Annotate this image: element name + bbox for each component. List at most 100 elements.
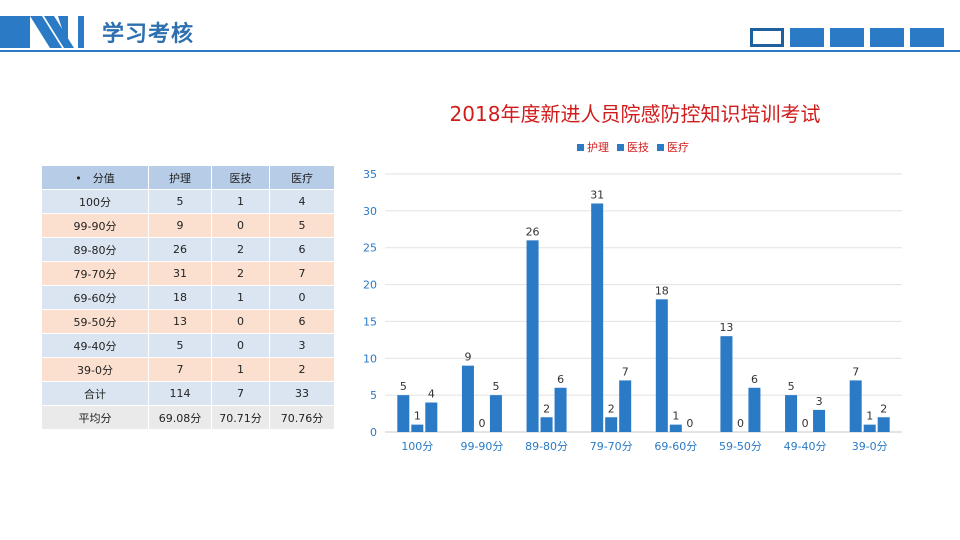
data-label: 5 — [492, 380, 499, 393]
cell-value: 5 — [270, 214, 335, 238]
cell-value: 1 — [212, 286, 270, 310]
data-label: 5 — [788, 380, 795, 393]
header-box — [830, 28, 864, 47]
bar-医技 — [605, 417, 618, 432]
cell-value: 70.76分 — [270, 406, 335, 430]
legend-item: 医疗 — [657, 139, 689, 155]
header-divider — [0, 50, 960, 52]
cell-value: 9 — [149, 214, 212, 238]
bar-医疗 — [619, 380, 632, 432]
data-label: 4 — [428, 388, 435, 401]
y-tick-label: 5 — [370, 389, 377, 402]
data-label: 18 — [655, 284, 669, 297]
table-row-average: 平均分 69.08分 70.71分 70.76分 — [42, 406, 335, 430]
row-label: 99-90分 — [42, 214, 149, 238]
cell-value: 31 — [149, 262, 212, 286]
bar-护理 — [461, 365, 474, 432]
x-tick-label: 79-70分 — [590, 440, 633, 453]
bar-护理 — [785, 395, 798, 432]
data-label: 6 — [751, 373, 758, 386]
table-row: 69-60分 18 1 0 — [42, 286, 335, 310]
cell-value: 7 — [270, 262, 335, 286]
data-label: 13 — [719, 321, 733, 334]
bar-护理 — [655, 299, 668, 432]
y-tick-label: 30 — [363, 205, 377, 218]
score-table: • 分值 护理 医技 医疗 100分 5 1 4 99-90分 9 0 5 89… — [42, 166, 335, 430]
page-title: 学习考核 — [102, 22, 195, 47]
cell-value: 0 — [212, 214, 270, 238]
chart-legend: 护理 医技 医疗 — [577, 139, 689, 155]
cell-value: 2 — [212, 262, 270, 286]
bar-医疗 — [877, 417, 890, 432]
cell-value: 70.71分 — [212, 406, 270, 430]
cell-value: 3 — [270, 334, 335, 358]
bar-护理 — [849, 380, 862, 432]
x-tick-label: 99-90分 — [460, 440, 503, 453]
data-label: 31 — [590, 188, 604, 201]
data-label: 0 — [686, 417, 693, 430]
x-tick-label: 100分 — [401, 440, 433, 453]
data-label: 0 — [802, 417, 809, 430]
data-label: 0 — [737, 417, 744, 430]
bar-护理 — [526, 240, 539, 432]
legend-item: 医技 — [617, 139, 649, 155]
cell-value: 0 — [212, 334, 270, 358]
table-header-score: • 分值 — [42, 166, 149, 190]
row-label: 49-40分 — [42, 334, 149, 358]
table-row: 89-80分 26 2 6 — [42, 238, 335, 262]
x-tick-label: 39-0分 — [852, 440, 888, 453]
bar-医疗 — [554, 387, 567, 432]
cell-value: 5 — [149, 190, 212, 214]
header-box — [750, 28, 784, 47]
bar-chart: 05101520253035514100分90599-90分262689-80分… — [363, 168, 902, 453]
legend-label: 医疗 — [667, 141, 689, 154]
cell-value: 7 — [149, 358, 212, 382]
bar-护理 — [397, 395, 410, 432]
header-stripes-decoration — [0, 16, 84, 48]
cell-value: 2 — [212, 238, 270, 262]
data-label: 2 — [608, 402, 615, 415]
table-row: 100分 5 1 4 — [42, 190, 335, 214]
table-row: 59-50分 13 0 6 — [42, 310, 335, 334]
row-label: 69-60分 — [42, 286, 149, 310]
cell-value: 0 — [212, 310, 270, 334]
data-label: 5 — [400, 380, 407, 393]
header-box-decoration — [750, 28, 944, 47]
cell-value: 7 — [212, 382, 270, 406]
table-row: 99-90分 9 0 5 — [42, 214, 335, 238]
legend-swatch — [577, 143, 584, 151]
header-box — [870, 28, 904, 47]
cell-value: 1 — [212, 358, 270, 382]
bar-医技 — [669, 424, 682, 432]
data-label: 7 — [622, 365, 629, 378]
bar-医疗 — [489, 395, 502, 432]
table-row: 79-70分 31 2 7 — [42, 262, 335, 286]
data-label: 2 — [543, 402, 550, 415]
bar-医技 — [540, 417, 553, 432]
data-label: 2 — [880, 402, 887, 415]
row-label: 79-70分 — [42, 262, 149, 286]
data-label: 7 — [852, 365, 859, 378]
table-header-medical: 医疗 — [270, 166, 335, 190]
cell-value: 114 — [149, 382, 212, 406]
legend-label: 护理 — [587, 141, 609, 154]
bar-医技 — [411, 424, 424, 432]
cell-value: 1 — [212, 190, 270, 214]
bar-医疗 — [425, 402, 438, 432]
header-box — [790, 28, 824, 47]
x-tick-label: 89-80分 — [525, 440, 568, 453]
bar-护理 — [720, 336, 733, 432]
chart-title: 2018年度新进人员院感防控知识培训考试 — [449, 102, 821, 126]
y-tick-label: 0 — [370, 426, 377, 439]
legend-swatch — [657, 143, 664, 151]
table-row-total: 合计 114 7 33 — [42, 382, 335, 406]
x-tick-label: 59-50分 — [719, 440, 762, 453]
x-tick-label: 49-40分 — [784, 440, 827, 453]
legend-swatch — [617, 143, 624, 151]
row-label: 89-80分 — [42, 238, 149, 262]
data-label: 0 — [478, 417, 485, 430]
data-label: 9 — [464, 351, 471, 364]
cell-value: 6 — [270, 238, 335, 262]
legend-label: 医技 — [627, 141, 649, 154]
table-row: 39-0分 7 1 2 — [42, 358, 335, 382]
